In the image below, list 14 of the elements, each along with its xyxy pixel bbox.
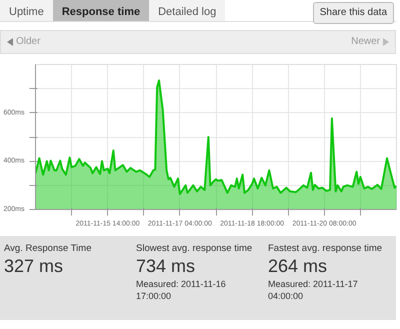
text: 327 ms: [4, 256, 64, 276]
text: Share this data: [312, 2, 394, 24]
text: Avg. Response Time: [4, 242, 92, 256]
text: Fastest avg. response time: [268, 242, 384, 256]
text: Measured: 2011-11-16 17:00:00: [136, 278, 227, 302]
text: Detailed log: [149, 0, 226, 21]
chart-title: Response time: [52, 0, 150, 21]
text: Measured: 2011-11-17 04:00:00: [268, 278, 359, 302]
text: 734 ms: [136, 256, 196, 276]
text: Uptime: [0, 0, 53, 21]
text: 264 ms: [268, 256, 328, 276]
text: Older: [15, 34, 40, 49]
text: Newer: [351, 34, 381, 49]
text: Slowest avg. response time: [136, 242, 254, 256]
